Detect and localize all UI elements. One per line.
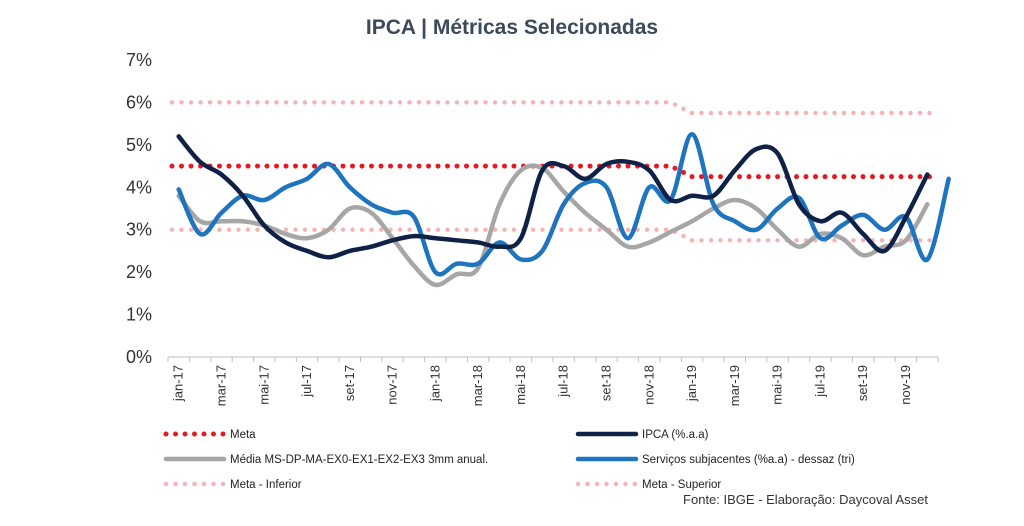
y-tick-label: 7% bbox=[126, 50, 152, 70]
y-tick-label: 4% bbox=[126, 177, 152, 197]
y-tick-label: 6% bbox=[126, 92, 152, 112]
x-tick-label: mai-19 bbox=[770, 365, 785, 405]
y-tick-label: 5% bbox=[126, 135, 152, 155]
x-tick-label: set-18 bbox=[598, 365, 613, 401]
x-tick-label: jul-19 bbox=[812, 365, 827, 398]
legend-label: Meta - Superior bbox=[642, 479, 721, 491]
legend-label: IPCA (%.a.a) bbox=[642, 429, 709, 441]
x-tick-label: mai-17 bbox=[256, 365, 271, 405]
legend-label: Serviços subjacentes (%a.a) - dessaz (tr… bbox=[642, 454, 855, 466]
x-tick-label: jan-17 bbox=[171, 365, 186, 402]
x-tick-label: jul-17 bbox=[299, 365, 314, 398]
x-tick-label: nov-18 bbox=[641, 365, 656, 405]
x-tick-label: nov-17 bbox=[385, 365, 400, 405]
source-note: Fonte: IBGE - Elaboração: Daycoval Asset bbox=[683, 492, 928, 507]
y-tick-label: 2% bbox=[126, 262, 152, 282]
y-tick-label: 3% bbox=[126, 220, 152, 240]
series-line-servi-os-subjacentes-a-a-dessaz-tri bbox=[176, 131, 951, 277]
x-tick-label: mar-18 bbox=[470, 365, 485, 406]
x-tick-label: mai-18 bbox=[513, 365, 528, 405]
x-tick-label: nov-19 bbox=[898, 365, 913, 405]
x-tick-label: jan-18 bbox=[427, 365, 442, 402]
series-line-m-dia-ms-dp-ma-ex0-ex1-ex2-ex3-3mm-anual bbox=[176, 163, 930, 288]
x-tick-label: set-19 bbox=[855, 365, 870, 401]
x-tick-label: mar-19 bbox=[727, 365, 742, 406]
y-tick-label: 0% bbox=[126, 347, 152, 367]
legend-label: Meta - Inferior bbox=[230, 479, 302, 491]
x-tick-label: jan-19 bbox=[684, 365, 699, 402]
x-tick-label: mar-17 bbox=[213, 365, 228, 406]
chart-title: IPCA | Métricas Selecionadas bbox=[365, 16, 659, 39]
x-tick-label: set-17 bbox=[342, 365, 357, 401]
series-line-meta-superior bbox=[169, 100, 937, 116]
x-tick-label: jul-18 bbox=[556, 365, 571, 398]
y-tick-label: 1% bbox=[126, 305, 152, 325]
legend-label: Meta bbox=[230, 429, 256, 441]
legend-label: Média MS-DP-MA-EX0-EX1-EX2-EX3 3mm anual… bbox=[230, 454, 488, 466]
series-line-meta bbox=[169, 163, 937, 180]
series-line-ipca-a-a bbox=[176, 134, 930, 260]
